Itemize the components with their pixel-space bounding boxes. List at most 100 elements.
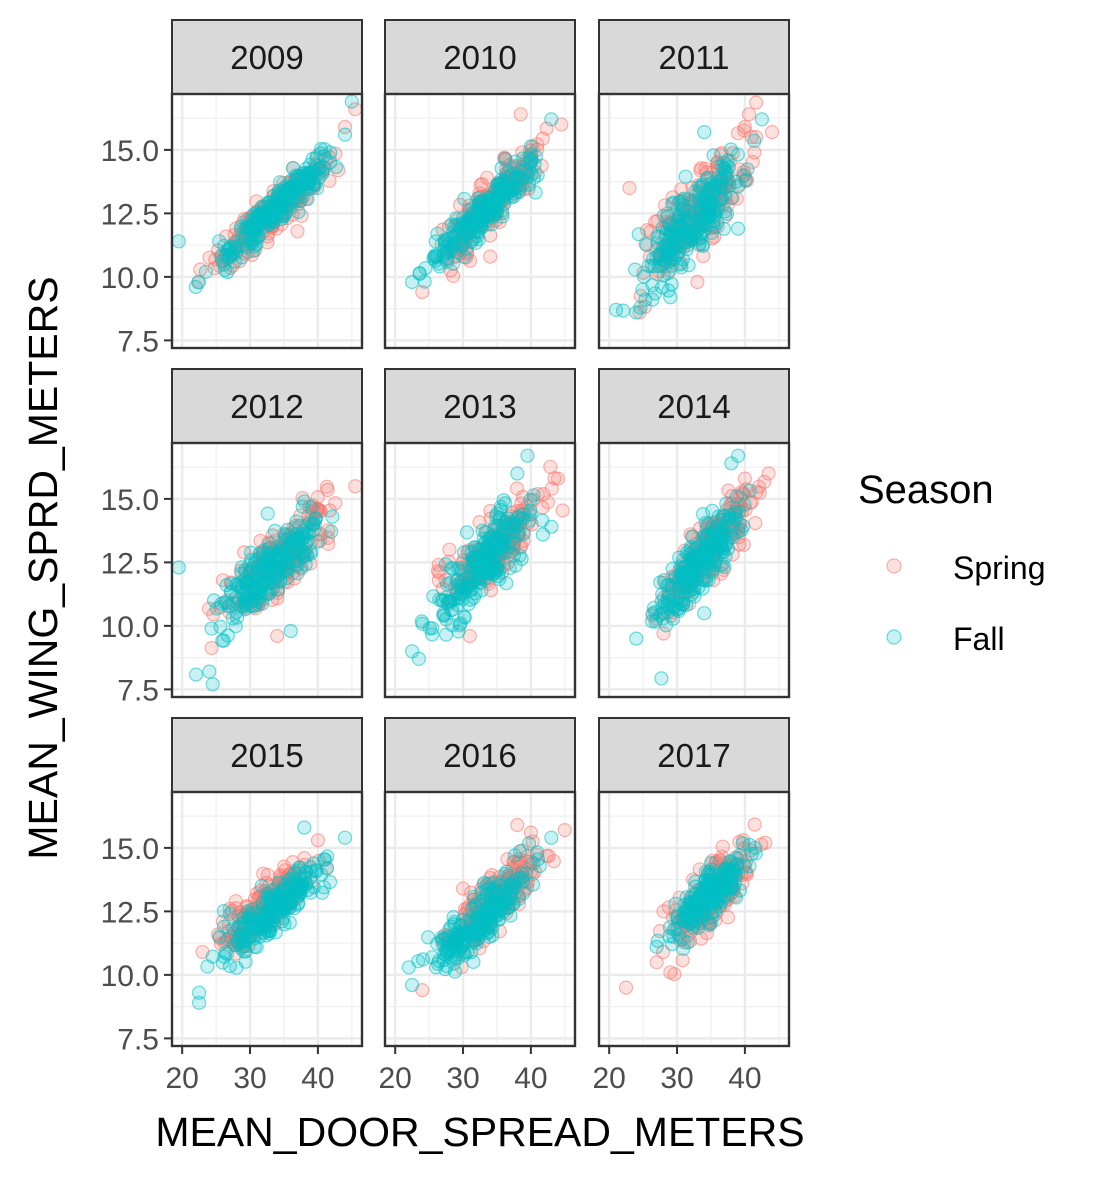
fall-point: [230, 934, 245, 949]
fall-point: [661, 587, 676, 603]
spring-point: [550, 471, 566, 486]
spring-point: [690, 274, 705, 290]
fall-point: [262, 536, 277, 551]
fall-point: [544, 830, 559, 845]
legend-key-spring: [886, 558, 902, 574]
fall-point: [212, 929, 227, 944]
fall-point: [260, 568, 275, 583]
fall-point: [706, 148, 721, 163]
fall-point: [273, 186, 288, 201]
fall-point: [323, 155, 338, 170]
fall-point: [172, 234, 186, 249]
spring-point: [510, 817, 525, 833]
fall-point: [676, 232, 692, 247]
fall-point: [225, 611, 240, 626]
spring-point: [446, 268, 461, 283]
fall-point: [188, 279, 203, 295]
fall-point: [258, 211, 273, 226]
fall-point: [631, 227, 646, 242]
y-tick-label: 10.0: [101, 611, 159, 644]
fall-point: [724, 190, 739, 205]
x-tick-label: 30: [233, 1062, 266, 1095]
spring-point: [328, 496, 343, 511]
fall-point: [275, 565, 290, 580]
fall-point: [457, 191, 472, 207]
fall-point: [720, 153, 735, 168]
spring-point: [632, 305, 647, 320]
spring-point: [748, 95, 764, 110]
x-tick-label: 20: [165, 1062, 198, 1095]
fall-point: [660, 266, 676, 281]
fall-point: [188, 667, 204, 682]
fall-point: [320, 849, 335, 864]
y-tick-label: 10.0: [101, 262, 159, 295]
fall-point: [530, 168, 545, 183]
fall-point: [297, 494, 312, 509]
y-tick-label: 7.5: [117, 674, 159, 707]
fall-point: [675, 252, 691, 267]
y-tick-label: 15.0: [101, 484, 159, 517]
legend-title: Season: [858, 468, 994, 512]
fall-point: [426, 251, 441, 266]
fall-point: [706, 880, 721, 895]
fall-point: [703, 855, 719, 871]
fall-point: [325, 509, 340, 524]
facet-title: 2013: [443, 388, 516, 425]
spring-point: [761, 466, 776, 481]
fall-point: [481, 204, 496, 219]
fall-point: [293, 860, 308, 875]
x-tick-label: 20: [378, 1062, 411, 1095]
fall-point: [697, 606, 712, 621]
fall-point: [436, 606, 451, 621]
fall-point: [344, 94, 359, 109]
facet-panel-2012: 2012 7.5 10.0 12.5 15.0: [101, 368, 364, 707]
fall-point: [729, 489, 745, 504]
points-layer: [172, 94, 362, 295]
fall-point: [629, 631, 644, 646]
fall-point: [682, 916, 697, 932]
fall-point: [224, 584, 239, 600]
fall-point: [276, 208, 291, 223]
fall-point: [300, 191, 315, 207]
fall-point: [720, 171, 735, 187]
fall-point: [754, 112, 770, 127]
fall-point: [505, 524, 521, 539]
fall-point: [220, 628, 235, 643]
fall-point: [243, 235, 259, 250]
spring-point: [618, 980, 634, 995]
fall-point: [491, 899, 506, 914]
legend-key-fall: [886, 629, 902, 645]
facet-panel-2014: 2014: [597, 368, 791, 699]
fall-point: [694, 213, 709, 228]
fall-point: [205, 677, 220, 692]
facet-panel-2010: 2010: [383, 19, 577, 350]
fall-point: [512, 844, 528, 859]
facet-panel-2017: 2017 20 30 40: [592, 717, 791, 1095]
spring-point: [649, 955, 664, 970]
fall-point: [685, 573, 700, 589]
spring-point: [442, 542, 457, 557]
panel-grid: [172, 94, 362, 348]
fall-point: [724, 456, 739, 471]
spring-point: [748, 515, 763, 531]
fall-point: [172, 560, 186, 575]
fall-point: [216, 903, 231, 919]
spring-point: [310, 833, 325, 848]
spring-point: [415, 285, 430, 300]
fall-point: [457, 947, 472, 963]
fall-point: [215, 955, 230, 970]
fall-point: [663, 290, 678, 305]
fall-point: [215, 633, 230, 648]
fall-point: [273, 573, 288, 588]
fall-point: [505, 181, 520, 196]
fall-point: [238, 563, 253, 578]
x-tick-label: 40: [728, 1062, 761, 1095]
fall-point: [654, 671, 669, 686]
facet-title: 2010: [443, 39, 516, 76]
fall-point: [654, 280, 670, 295]
y-tick-label: 15.0: [101, 833, 159, 866]
facet-panel-2016: 2016 20 30 40: [378, 717, 577, 1095]
spring-point: [747, 817, 762, 832]
fall-point: [239, 574, 254, 589]
fall-point: [247, 219, 262, 234]
